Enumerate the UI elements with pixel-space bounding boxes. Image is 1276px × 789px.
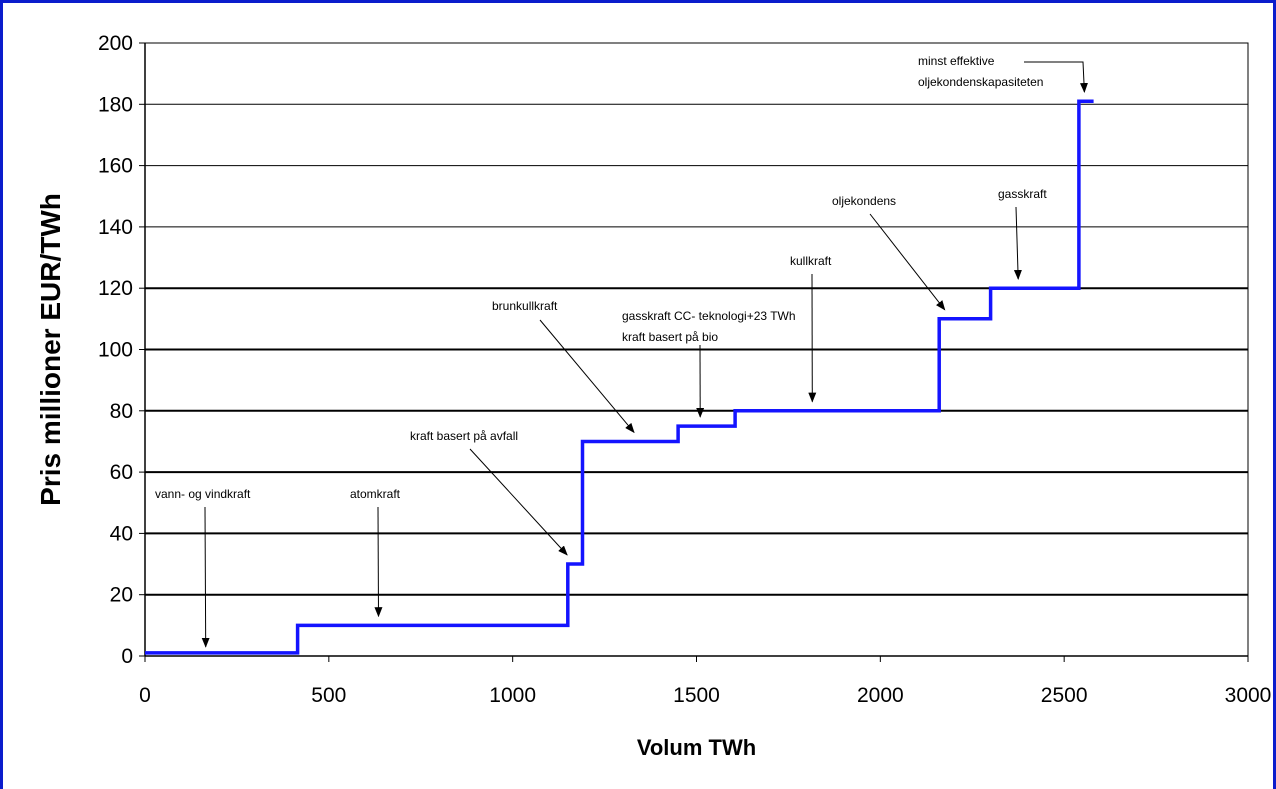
y-tick-label: 100 xyxy=(98,339,133,362)
annotation: gasskraft CC- teknologi+23 TWh kraft base… xyxy=(622,309,796,418)
annotation: kraft basert på avfall xyxy=(410,429,568,556)
annotation-arrow xyxy=(869,213,946,311)
y-tick-label: 120 xyxy=(98,277,133,300)
annotation-arrow xyxy=(469,448,568,556)
annotation: oljekondens xyxy=(832,194,946,311)
y-tick-label: 140 xyxy=(98,216,133,239)
y-tick-label: 0 xyxy=(121,645,133,668)
annotation-label: gasskraft xyxy=(998,187,1047,201)
y-tick-label: 160 xyxy=(98,155,133,178)
annotations: vann- og vindkraft atomkraft kraft basert … xyxy=(155,54,1088,648)
y-tick-label: 40 xyxy=(110,522,133,545)
annotation-arrow xyxy=(1013,206,1022,280)
annotation-arrow xyxy=(539,319,635,434)
x-tick-label: 1500 xyxy=(673,684,720,707)
y-tick-label: 200 xyxy=(98,32,133,55)
x-tick-label: 3000 xyxy=(1225,684,1272,707)
annotation: minst effektive oljekondenskapasiteten xyxy=(918,54,1088,93)
annotation: vann- og vindkraft xyxy=(155,487,251,648)
annotation: atomkraft xyxy=(350,487,401,618)
x-tick-label: 2500 xyxy=(1041,684,1088,707)
annotation-label: brunkullkraft xyxy=(492,299,558,313)
annotation-label: kraft basert på bio xyxy=(622,330,718,344)
annotation-label: oljekondenskapasiteten xyxy=(918,75,1043,89)
annotation-label: minst effektive xyxy=(918,54,995,68)
annotation-arrow xyxy=(374,506,383,618)
annotation: kullkraft xyxy=(790,254,832,403)
annotation: brunkullkraft xyxy=(492,299,635,434)
annotation-label: kraft basert på avfall xyxy=(410,429,518,443)
annotation-label: vann- og vindkraft xyxy=(155,487,251,501)
x-axis-label: Volum TWh xyxy=(637,735,756,760)
annotation-label: kullkraft xyxy=(790,254,832,268)
x-tick-label: 500 xyxy=(311,684,346,707)
supply-curve-line xyxy=(145,99,1094,655)
annotation: gasskraft xyxy=(998,187,1047,280)
x-tick-label: 2000 xyxy=(857,684,904,707)
y-tick-label: 180 xyxy=(98,93,133,116)
annotation-label: gasskraft CC- teknologi+23 TWh xyxy=(622,309,796,323)
x-tick-label: 1000 xyxy=(489,684,536,707)
y-tick-label: 80 xyxy=(110,400,133,423)
x-tick-label: 0 xyxy=(139,684,151,707)
y-tick-label: 60 xyxy=(110,461,133,484)
annotation-label: atomkraft xyxy=(350,487,401,501)
annotation-label: oljekondens xyxy=(832,194,896,208)
annotation-arrow xyxy=(1024,61,1088,93)
y-axis-label: Pris millioner EUR/TWh xyxy=(35,193,66,506)
series-layer xyxy=(145,99,1094,655)
y-tick-label: 20 xyxy=(110,584,133,607)
annotation-arrow xyxy=(201,506,210,648)
